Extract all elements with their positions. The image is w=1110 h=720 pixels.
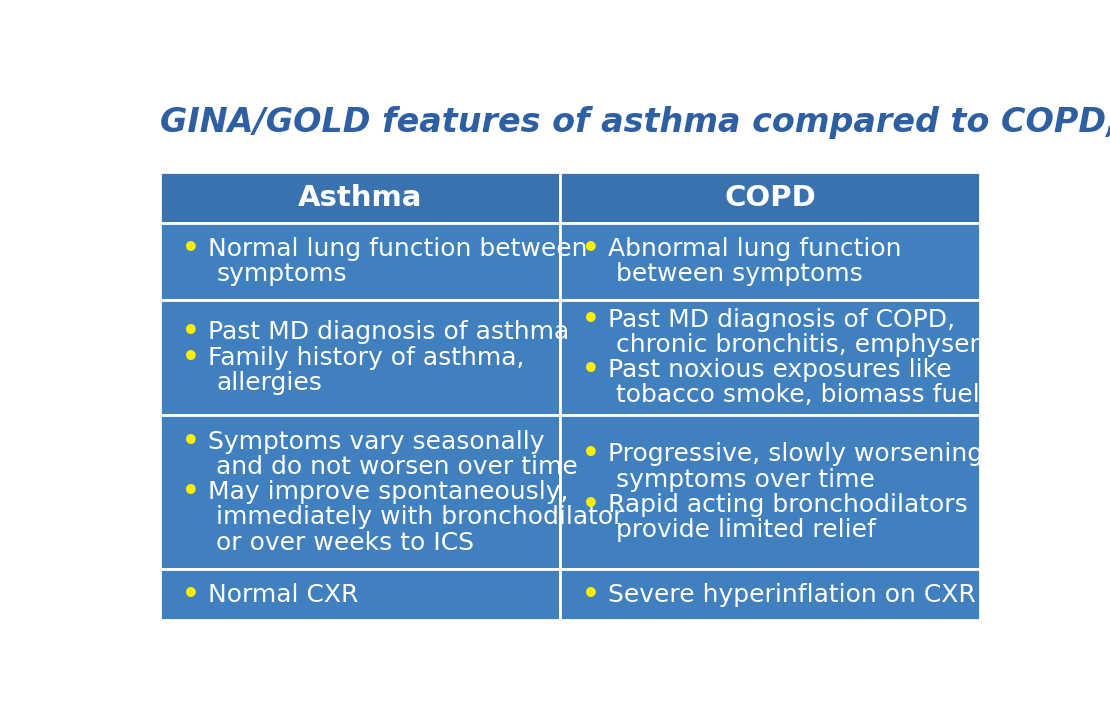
- Bar: [160, 300, 561, 415]
- Bar: [160, 172, 561, 223]
- Text: •: •: [182, 478, 200, 506]
- Text: •: •: [582, 235, 599, 263]
- Bar: [561, 570, 980, 621]
- Text: •: •: [582, 441, 599, 468]
- Bar: [561, 172, 980, 223]
- Text: •: •: [182, 343, 200, 372]
- Text: Past MD diagnosis of asthma: Past MD diagnosis of asthma: [208, 320, 568, 344]
- Text: symptoms: symptoms: [216, 262, 346, 287]
- Text: •: •: [582, 356, 599, 384]
- Text: symptoms over time: symptoms over time: [616, 467, 875, 492]
- Text: Normal lung function between: Normal lung function between: [208, 237, 587, 261]
- Text: provide limited relief: provide limited relief: [616, 518, 876, 542]
- Text: •: •: [182, 581, 200, 609]
- Text: Past noxious exposures like: Past noxious exposures like: [607, 358, 951, 382]
- Text: chronic bronchitis, emphysema: chronic bronchitis, emphysema: [616, 333, 1009, 357]
- Text: Asthma: Asthma: [299, 184, 423, 212]
- Text: May improve spontaneously,: May improve spontaneously,: [208, 480, 568, 504]
- Text: GINA/GOLD features of asthma compared to COPD, cont: GINA/GOLD features of asthma compared to…: [160, 106, 1110, 139]
- Text: Progressive, slowly worsening: Progressive, slowly worsening: [607, 442, 982, 467]
- Text: •: •: [582, 581, 599, 609]
- Text: Normal CXR: Normal CXR: [208, 582, 357, 607]
- Text: allergies: allergies: [216, 371, 322, 395]
- Text: •: •: [182, 235, 200, 263]
- Text: •: •: [182, 428, 200, 456]
- Text: Family history of asthma,: Family history of asthma,: [208, 346, 524, 369]
- Text: •: •: [582, 491, 599, 519]
- Text: Abnormal lung function: Abnormal lung function: [607, 237, 901, 261]
- Text: Symptoms vary seasonally: Symptoms vary seasonally: [208, 430, 544, 454]
- Bar: [160, 415, 561, 570]
- Text: •: •: [182, 318, 200, 346]
- Bar: [561, 415, 980, 570]
- Text: •: •: [582, 305, 599, 333]
- Bar: [160, 570, 561, 621]
- Text: between symptoms: between symptoms: [616, 262, 862, 287]
- Text: Severe hyperinflation on CXR: Severe hyperinflation on CXR: [607, 582, 976, 607]
- Text: and do not worsen over time: and do not worsen over time: [216, 455, 578, 479]
- Text: COPD: COPD: [725, 184, 816, 212]
- Text: or over weeks to ICS: or over weeks to ICS: [216, 531, 474, 555]
- Bar: [160, 223, 561, 300]
- Text: Rapid acting bronchodilators: Rapid acting bronchodilators: [607, 493, 967, 517]
- Text: immediately with bronchodilator: immediately with bronchodilator: [216, 505, 624, 529]
- Bar: [561, 300, 980, 415]
- Text: Past MD diagnosis of COPD,: Past MD diagnosis of COPD,: [607, 307, 955, 332]
- Bar: [561, 223, 980, 300]
- Text: tobacco smoke, biomass fuels: tobacco smoke, biomass fuels: [616, 384, 993, 408]
